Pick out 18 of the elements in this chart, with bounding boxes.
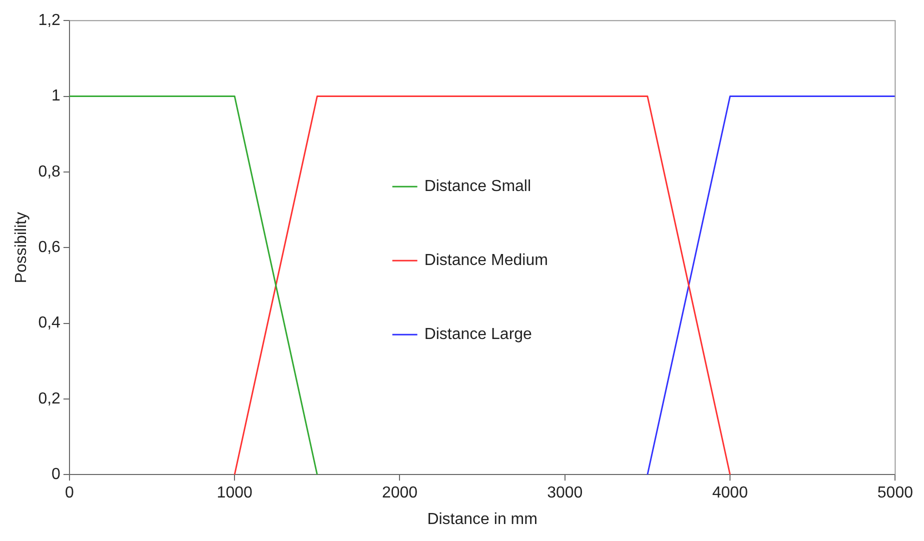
- y-tick-label: 0,4: [38, 314, 61, 332]
- legend-label: Distance Small: [424, 178, 532, 196]
- y-tick-label: 0,6: [38, 239, 61, 256]
- x-tick-label: 1000: [216, 484, 252, 502]
- legend-label: Distance Large: [424, 326, 532, 344]
- y-tick-label: 0,2: [38, 390, 61, 408]
- x-tick-label: 4000: [712, 484, 748, 502]
- x-tick-label: 2000: [382, 484, 418, 502]
- y-tick-label: 1,2: [38, 12, 61, 30]
- legend-label: Distance Medium: [424, 252, 548, 270]
- y-tick-label: 0: [52, 466, 61, 484]
- x-tick-label: 3000: [547, 484, 583, 502]
- x-tick-label: 0: [64, 484, 74, 502]
- y-tick-label: 1: [52, 88, 61, 105]
- y-tick-label: 0,8: [38, 163, 61, 180]
- x-tick-label: 5000: [877, 484, 914, 502]
- y-axis-title: Possibility: [13, 212, 30, 284]
- x-axis-title: Distance in mm: [427, 510, 538, 528]
